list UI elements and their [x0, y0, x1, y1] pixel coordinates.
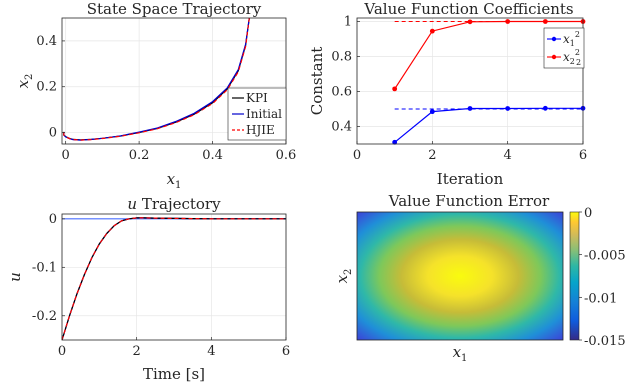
coefficients-ylabel: Constant	[308, 47, 326, 116]
series-point	[542, 105, 548, 111]
x-tick-label: 2	[133, 344, 141, 359]
series-point	[467, 106, 473, 111]
colorbar-tick-label: -0.005	[584, 249, 626, 264]
colorbar-tick-label: 0	[584, 206, 592, 221]
series-line-kpi	[62, 217, 286, 340]
u-trajectory-xlabel: Time [s]	[143, 365, 205, 383]
state-space-xlabel: x1	[167, 170, 182, 191]
colorbar-tick-label: -0.015	[584, 334, 626, 349]
coefficients-title: Value Function Coefficients	[363, 0, 573, 18]
series-line-x1-2	[394, 107, 583, 143]
series-line-initial	[63, 18, 250, 141]
x-tick-label: 6	[579, 148, 587, 163]
series-line-x2-2-2	[394, 20, 583, 90]
x-tick-label: 0	[58, 344, 66, 359]
y-tick-label: 0.2	[36, 80, 57, 95]
error-xlabel: x1	[453, 343, 468, 364]
u-trajectory-panel: u Trajectory 0 2 4 6 0 -0.1 -0.2 Time [s] u	[6, 195, 290, 383]
u-trajectory-ylabel: u	[6, 272, 24, 282]
legend-x1sq-marker	[551, 36, 557, 42]
series-line-hjie	[63, 18, 250, 141]
series-point	[392, 86, 398, 92]
y-tick-label: -0.1	[32, 260, 57, 275]
state-space-panel: State Space Trajectory 0 0.2 0.4 0.6 0 0.2 0.4…	[14, 0, 296, 191]
legend-x1sq-label: x12	[563, 30, 580, 48]
coefficients-axes-box	[356, 17, 584, 145]
series-line-hjie	[62, 217, 286, 340]
y-tick-label: -0.2	[32, 309, 57, 324]
series-point	[429, 109, 435, 115]
y-tick-label: 0.8	[331, 50, 352, 65]
error-colorbar	[569, 211, 580, 341]
legend-hjie-label: HJIE	[246, 123, 275, 137]
y-tick-label: 0.4	[331, 120, 352, 135]
x-tick-label: 0	[353, 148, 361, 163]
series-line-initial	[62, 217, 286, 340]
error-title: Value Function Error	[388, 192, 550, 210]
legend-x2sq-label: x22 2	[563, 48, 581, 67]
y-tick-label: 0	[49, 212, 57, 227]
error-ylabel: x2	[333, 269, 354, 284]
series-point	[429, 28, 435, 34]
error-axes-box	[356, 211, 564, 341]
x-tick-label: 0.2	[129, 148, 150, 163]
state-space-title: State Space Trajectory	[87, 0, 262, 18]
x-tick-label: 4	[207, 344, 215, 359]
y-tick-label: 1	[344, 15, 352, 30]
x-tick-label: 2	[428, 148, 436, 163]
state-space-legend: KPI Initial HJIE	[227, 87, 287, 141]
series-point	[542, 19, 548, 24]
series-point	[505, 19, 511, 24]
x-tick-label: 6	[282, 344, 290, 359]
x-tick-label: 0.6	[276, 148, 297, 163]
legend-kpi-label: KPI	[246, 91, 268, 105]
coefficients-legend: x12 x22 2	[543, 27, 585, 69]
x-tick-label: 4	[504, 148, 512, 163]
legend-x2sq-marker	[551, 54, 557, 60]
coefficients-xlabel: Iteration	[437, 170, 504, 188]
y-tick-label: 0.4	[36, 34, 57, 49]
x-tick-label: 0.4	[202, 148, 223, 163]
series-point	[392, 139, 398, 145]
series-point	[467, 19, 473, 25]
error-heatmap	[357, 212, 563, 340]
series-line-kpi	[63, 18, 250, 141]
u-trajectory-axes-box	[61, 213, 287, 341]
coefficients-panel: Value Function Coefficients 0 2 4 6 0.4 0.6 0.…	[308, 0, 587, 188]
state-space-axes-box	[61, 17, 287, 145]
y-tick-label: 0.6	[331, 85, 352, 100]
u-trajectory-title: u Trajectory	[127, 195, 221, 213]
state-space-ylabel: x2	[14, 74, 35, 89]
error-panel: Value Function Error x1 x2 0 -0.005 -0.01 -…	[333, 192, 626, 364]
y-tick-label: 0	[49, 126, 57, 141]
colorbar-tick-label: -0.01	[584, 291, 617, 306]
series-point	[505, 106, 511, 111]
x-tick-label: 0	[62, 148, 70, 163]
legend-initial-label: Initial	[246, 107, 282, 121]
